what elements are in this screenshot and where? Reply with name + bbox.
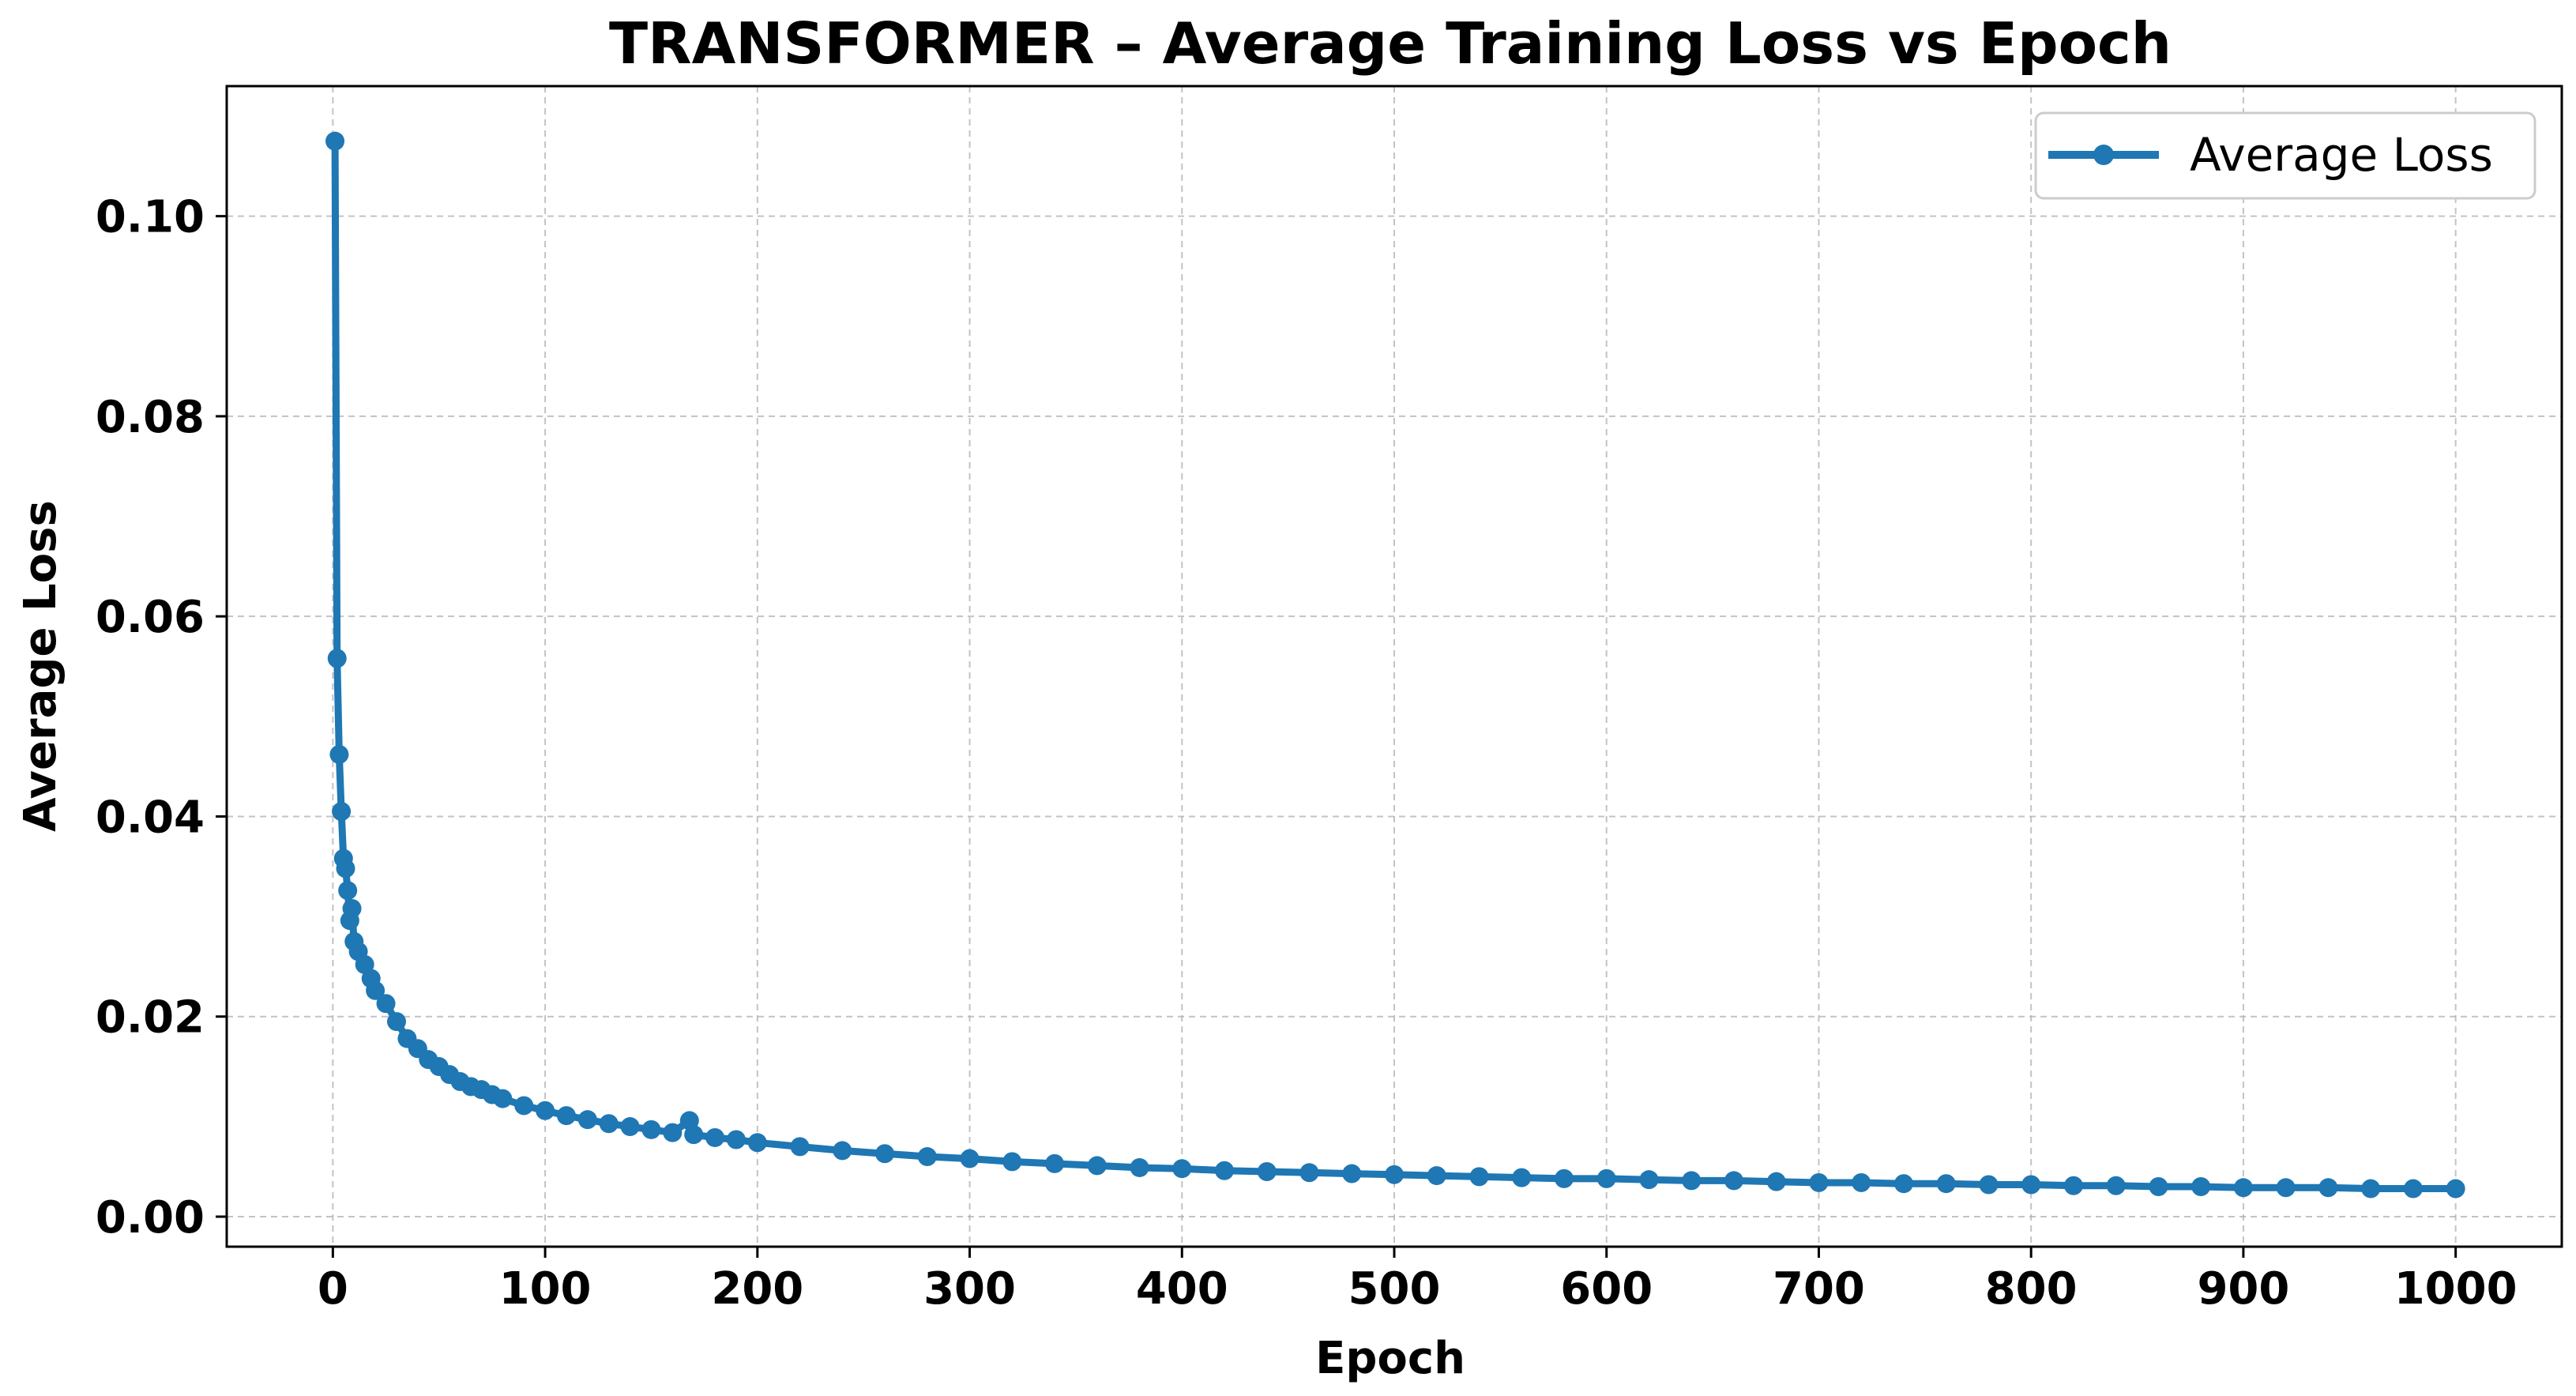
data-point	[2149, 1177, 2168, 1197]
data-point	[386, 1012, 406, 1032]
data-point	[2276, 1178, 2296, 1198]
x-tick-label: 300	[923, 1263, 1016, 1315]
data-point	[1257, 1162, 1277, 1182]
data-point	[514, 1096, 534, 1116]
y-tick-label: 0.00	[96, 1192, 205, 1244]
y-tick-label: 0.08	[96, 392, 205, 443]
x-tick-label: 800	[1985, 1263, 2078, 1315]
data-point	[332, 802, 352, 822]
data-point	[747, 1133, 767, 1153]
data-point	[327, 649, 347, 668]
x-tick-label: 400	[1136, 1263, 1228, 1315]
tick-layer: 0 100 200 300 400 500 600 700 800 900 1000 0.00 0.02…	[96, 192, 2518, 1315]
data-point	[577, 1110, 597, 1130]
legend-box	[2034, 111, 2537, 200]
data-point	[726, 1130, 746, 1150]
data-point	[1130, 1157, 1149, 1177]
data-point	[641, 1119, 661, 1139]
data-point	[1809, 1172, 1829, 1192]
data-point	[1724, 1171, 1743, 1191]
data-point	[1215, 1161, 1235, 1180]
legend-marker	[2093, 145, 2114, 165]
data-point	[875, 1144, 895, 1164]
series-layer	[325, 131, 2465, 1198]
legend: Average Loss	[2034, 111, 2537, 200]
x-tick-label: 500	[1348, 1263, 1441, 1315]
y-tick-label: 0.02	[96, 992, 205, 1044]
data-point	[1427, 1166, 1446, 1186]
data-point	[705, 1127, 725, 1147]
data-point	[2106, 1176, 2126, 1195]
data-point	[493, 1089, 513, 1108]
data-point	[1852, 1172, 1871, 1192]
data-point	[366, 980, 385, 1000]
data-point	[790, 1137, 810, 1157]
data-point	[917, 1147, 937, 1167]
data-point	[1554, 1168, 1574, 1188]
y-tick-label: 0.04	[96, 792, 205, 843]
data-point	[1385, 1165, 1404, 1184]
x-axis-label: Epoch	[1315, 1333, 1465, 1384]
data-point	[2318, 1178, 2338, 1198]
data-point	[1639, 1170, 1659, 1190]
data-point	[2446, 1179, 2465, 1198]
data-point	[338, 881, 358, 901]
data-point	[556, 1106, 576, 1126]
data-point	[1087, 1156, 1107, 1176]
data-point	[336, 859, 355, 879]
data-point	[2021, 1175, 2041, 1195]
data-point	[1469, 1167, 1489, 1187]
x-tick-label: 200	[711, 1263, 803, 1315]
x-tick-label: 100	[499, 1263, 592, 1315]
x-tick-label: 600	[1560, 1263, 1653, 1315]
data-point	[1045, 1153, 1065, 1173]
y-axis-label: Average Loss	[15, 500, 66, 832]
series-line	[331, 137, 2460, 1192]
data-point	[1766, 1172, 1786, 1191]
data-point	[2191, 1177, 2211, 1197]
data-point	[2063, 1176, 2083, 1195]
data-point	[684, 1125, 704, 1145]
data-point	[620, 1117, 640, 1137]
legend-label: Average Loss	[2190, 128, 2493, 182]
data-point	[1299, 1163, 1319, 1183]
data-point	[1172, 1159, 1192, 1179]
data-point	[599, 1114, 619, 1134]
data-point	[833, 1141, 852, 1161]
x-tick-label: 900	[2197, 1263, 2289, 1315]
x-tick-label: 0	[318, 1263, 348, 1315]
data-point	[2403, 1179, 2423, 1198]
grid-layer	[227, 86, 2562, 1247]
data-point	[329, 744, 349, 764]
data-point	[1512, 1168, 1532, 1187]
data-point	[2361, 1179, 2381, 1198]
x-tick-label: 700	[1773, 1263, 1865, 1315]
data-point	[536, 1101, 555, 1120]
y-tick-label: 0.06	[96, 592, 205, 643]
data-point	[1893, 1174, 1913, 1194]
data-point	[1596, 1168, 1616, 1188]
data-point	[342, 898, 362, 918]
data-point	[325, 131, 345, 151]
data-point	[2233, 1178, 2253, 1198]
data-point	[663, 1123, 683, 1142]
x-tick-label: 1000	[2394, 1263, 2518, 1315]
chart-title: TRANSFORMER – Average Training Loss vs E…	[609, 10, 2172, 77]
y-tick-label: 0.10	[96, 192, 205, 243]
data-point	[1002, 1152, 1022, 1172]
data-point	[1979, 1175, 1999, 1195]
data-point	[960, 1149, 980, 1168]
data-point	[1682, 1171, 1702, 1191]
data-point	[376, 994, 396, 1014]
data-point	[1936, 1174, 1956, 1194]
data-point	[1342, 1164, 1362, 1183]
